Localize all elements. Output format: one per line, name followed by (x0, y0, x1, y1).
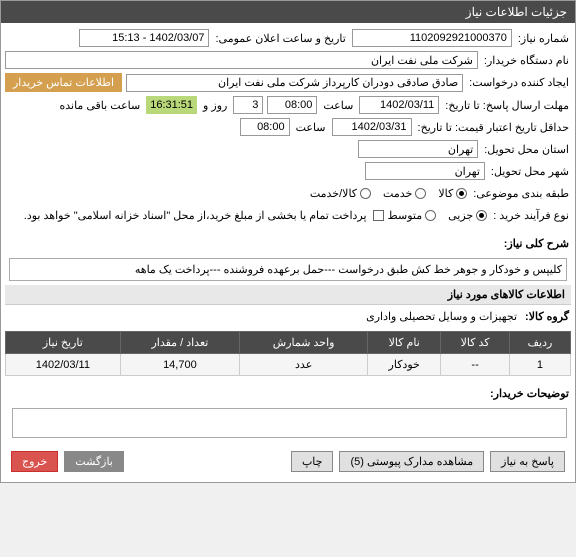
goods-table: ردیف کد کالا نام کالا واحد شمارش تعداد /… (5, 331, 571, 376)
contact-button[interactable]: اطلاعات تماس خریدار (5, 73, 122, 92)
radio-partial[interactable]: جزیی (448, 209, 487, 222)
desc-label: شرح کلی نیاز: (502, 237, 571, 250)
days-label: روز و (201, 99, 229, 112)
need-no-label: شماره نیاز: (516, 32, 571, 45)
process-label: نوع فرآیند خرید : (491, 209, 571, 222)
back-button[interactable]: بازگشت (64, 451, 124, 472)
days-field: 3 (233, 96, 263, 114)
radio-goods[interactable]: کالا (438, 187, 467, 200)
deadline-time-field: 08:00 (267, 96, 317, 114)
buyer-field: شرکت ملی نفت ایران (5, 51, 478, 69)
respond-button[interactable]: پاسخ به نیاز (490, 451, 565, 472)
cell-qty: 14,700 (120, 354, 239, 376)
desc-box: کلیپس و خودکار و جوهر خط کش طبق درخواست … (9, 258, 567, 281)
requester-label: ایجاد کننده درخواست: (467, 76, 571, 89)
countdown-field: 16:31:51 (146, 96, 197, 114)
category-label: طبقه بندی موضوعی: (471, 187, 571, 200)
cell-date: 1402/03/11 (6, 354, 121, 376)
radio-medium-icon (425, 210, 436, 221)
print-button[interactable]: چاپ (291, 451, 334, 472)
attachments-button[interactable]: مشاهده مدارک پیوستی (5) (339, 451, 484, 472)
remain-label: ساعت باقی مانده (57, 99, 142, 112)
radio-service-icon (415, 188, 426, 199)
cell-code: -- (441, 354, 510, 376)
table-header-row: ردیف کد کالا نام کالا واحد شمارش تعداد /… (6, 332, 571, 354)
radio-both-label: کالا/خدمت (310, 187, 357, 200)
window-titlebar: جزئیات اطلاعات نیاز (1, 1, 575, 23)
treasury-checkbox[interactable] (373, 210, 384, 221)
goods-section-title: اطلاعات کالاهای مورد نیاز (5, 285, 571, 305)
validity-time-field: 08:00 (240, 118, 290, 136)
radio-goods-icon (456, 188, 467, 199)
group-label: گروه کالا: (523, 310, 571, 323)
radio-service[interactable]: خدمت (383, 187, 426, 200)
city-del-field: تهران (365, 162, 485, 180)
city-req-label: استان محل تحویل: (482, 143, 571, 156)
exit-button[interactable]: خروج (11, 451, 58, 472)
content-area: شماره نیاز: 1102092921000370 تاریخ و ساع… (1, 23, 575, 482)
button-bar: پاسخ به نیاز مشاهده مدارک پیوستی (5) چاپ… (5, 445, 571, 478)
radio-partial-label: جزیی (448, 209, 473, 222)
deadline-date-field: 1402/03/11 (359, 96, 439, 114)
th-qty: تعداد / مقدار (120, 332, 239, 354)
time-label-2: ساعت (294, 121, 328, 134)
buyer-label: نام دستگاه خریدار: (482, 54, 571, 67)
buyer-notes-textarea[interactable] (12, 408, 567, 438)
radio-service-label: خدمت (383, 187, 412, 200)
cell-name: خودکار (368, 354, 441, 376)
th-date: تاریخ نیاز (6, 332, 121, 354)
cell-unit: عدد (240, 354, 368, 376)
details-window: جزئیات اطلاعات نیاز شماره نیاز: 11020929… (0, 0, 576, 483)
notes-label: توضیحات خریدار: (488, 387, 571, 400)
process-note: پرداخت تمام یا بخشی از مبلغ خرید،از محل … (22, 209, 369, 222)
window-title: جزئیات اطلاعات نیاز (466, 5, 567, 19)
category-radio-group: کالا خدمت کالا/خدمت (310, 187, 467, 200)
need-no-field: 1102092921000370 (352, 29, 512, 47)
radio-goods-label: کالا (438, 187, 453, 200)
group-value: تجهیزات و وسایل تحصیلی واداری (364, 310, 519, 323)
time-label-1: ساعت (321, 99, 355, 112)
city-req-field: تهران (358, 140, 478, 158)
deadline-label: مهلت ارسال پاسخ: تا تاریخ: (443, 99, 571, 112)
radio-both-icon (360, 188, 371, 199)
radio-partial-icon (476, 210, 487, 221)
radio-medium[interactable]: متوسط (388, 209, 437, 222)
th-row: ردیف (509, 332, 570, 354)
cell-row: 1 (509, 354, 570, 376)
city-del-label: شهر محل تحویل: (489, 165, 571, 178)
th-code: کد کالا (441, 332, 510, 354)
requester-field: صادق صادقی دودران کارپرداز شرکت ملی نفت … (126, 74, 463, 92)
announce-label: تاریخ و ساعت اعلان عمومی: (213, 32, 347, 45)
radio-both[interactable]: کالا/خدمت (310, 187, 371, 200)
process-radio-group: جزیی متوسط (388, 209, 488, 222)
table-row[interactable]: 1 -- خودکار عدد 14,700 1402/03/11 (6, 354, 571, 376)
th-name: نام کالا (368, 332, 441, 354)
validity-date-field: 1402/03/31 (332, 118, 412, 136)
radio-medium-label: متوسط (388, 209, 423, 222)
th-unit: واحد شمارش (240, 332, 368, 354)
validity-label: حداقل تاریخ اعتبار قیمت: تا تاریخ: (416, 121, 571, 134)
announce-field: 1402/03/07 - 15:13 (79, 29, 209, 47)
